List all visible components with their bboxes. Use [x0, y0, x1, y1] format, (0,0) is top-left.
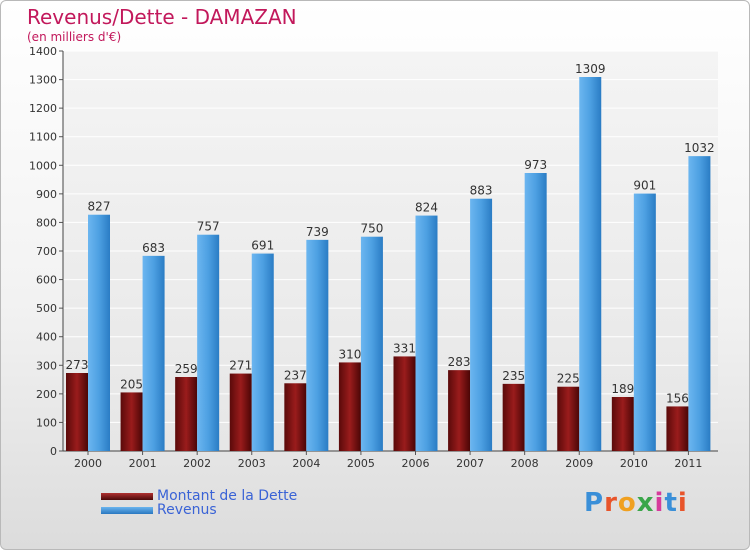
data-label: 331	[393, 341, 416, 355]
y-tick-label: 700	[36, 245, 57, 258]
data-label: 1309	[575, 62, 606, 76]
bar-dette	[175, 377, 198, 451]
x-tick-label: 2001	[129, 457, 157, 470]
x-tick-label: 2002	[183, 457, 211, 470]
data-label: 283	[448, 355, 471, 369]
bar-revenus	[142, 255, 165, 451]
legend-item-revenus: Revenus	[101, 502, 217, 518]
data-label: 1032	[684, 141, 715, 155]
data-label: 273	[66, 358, 89, 372]
data-label: 827	[88, 200, 111, 214]
x-tick-label: 2000	[74, 457, 102, 470]
bar-revenus	[415, 215, 438, 451]
data-label: 883	[470, 184, 493, 198]
x-tick-label: 2010	[620, 457, 648, 470]
logo-letter: P	[584, 488, 605, 518]
x-tick-label: 2005	[347, 457, 375, 470]
y-tick-label: 400	[36, 331, 57, 344]
legend-item-dette: Montant de la Dette	[101, 488, 297, 504]
data-label: 259	[175, 362, 198, 376]
bar-dette	[611, 397, 634, 451]
bar-revenus	[88, 214, 110, 451]
logo-letter: o	[617, 488, 637, 518]
chart-title: Revenus/Dette - DAMAZAN	[27, 5, 297, 29]
bar-revenus	[524, 173, 547, 451]
y-tick-label: 1400	[29, 45, 57, 58]
x-tick-label: 2004	[292, 457, 320, 470]
proxiti-logo: Proxiti	[584, 488, 688, 518]
bar-dette	[502, 383, 525, 451]
y-tick-label: 300	[36, 359, 57, 372]
logo-letter: t	[664, 488, 678, 518]
data-label: 205	[120, 377, 143, 391]
data-label: 757	[197, 220, 220, 234]
y-tick-label: 600	[36, 274, 57, 287]
y-tick-label: 500	[36, 302, 57, 315]
bar-revenus	[197, 234, 220, 451]
data-label: 271	[229, 359, 252, 373]
data-label: 189	[611, 382, 634, 396]
bar-dette	[66, 373, 88, 451]
bar-revenus	[360, 236, 383, 451]
bar-revenus	[633, 193, 656, 452]
legend-swatch-revenus	[101, 506, 153, 514]
legend-label-revenus: Revenus	[157, 502, 217, 518]
y-tick-label: 100	[36, 416, 57, 429]
data-label: 310	[338, 347, 361, 361]
y-tick-label: 900	[36, 188, 57, 201]
logo-letter: x	[636, 488, 655, 518]
y-tick-label: 1100	[29, 131, 57, 144]
bar-dette	[448, 370, 471, 451]
y-tick-label: 1200	[29, 102, 57, 115]
data-label: 691	[251, 239, 274, 253]
y-tick-label: 800	[36, 216, 57, 229]
x-tick-label: 2003	[238, 457, 266, 470]
bar-revenus	[470, 198, 493, 451]
x-tick-label: 2006	[402, 457, 430, 470]
data-label: 739	[306, 225, 329, 239]
bar-dette	[557, 386, 580, 451]
y-tick-label: 1300	[29, 74, 57, 87]
data-label: 901	[633, 179, 656, 193]
data-label: 237	[284, 368, 307, 382]
data-label: 235	[502, 369, 525, 383]
bar-revenus	[688, 156, 711, 451]
logo-letter: i	[677, 488, 688, 518]
data-label: 824	[415, 201, 438, 215]
y-tick-label: 1000	[29, 159, 57, 172]
legend-swatch-dette	[101, 492, 153, 500]
data-label: 683	[142, 241, 165, 255]
logo-letter: r	[604, 488, 618, 518]
data-label: 156	[666, 391, 689, 405]
data-label: 973	[524, 158, 547, 172]
bar-revenus	[579, 77, 602, 451]
data-label: 750	[360, 222, 383, 236]
bar-dette	[229, 373, 252, 451]
logo-letter: i	[654, 488, 665, 518]
x-tick-label: 2007	[456, 457, 484, 470]
y-tick-label: 0	[50, 445, 57, 458]
bar-dette	[120, 392, 143, 451]
chart-subtitle: (en milliers d'€)	[27, 30, 122, 44]
bar-dette	[393, 356, 416, 451]
bar-revenus	[306, 239, 329, 451]
y-tick-label: 200	[36, 388, 57, 401]
legend-label-dette: Montant de la Dette	[157, 488, 298, 504]
bar-dette	[338, 362, 361, 451]
x-tick-label: 2008	[511, 457, 539, 470]
x-tick-label: 2011	[674, 457, 702, 470]
bar-dette	[284, 383, 307, 451]
bar-dette	[666, 406, 689, 451]
data-label: 225	[557, 372, 580, 386]
bar-revenus	[251, 253, 274, 451]
x-tick-label: 2009	[565, 457, 593, 470]
